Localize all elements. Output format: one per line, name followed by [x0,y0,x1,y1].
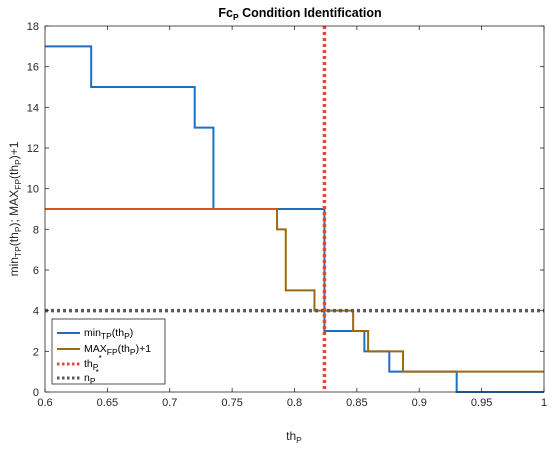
x-tick-label: 0.7 [162,397,177,409]
x-tick-label: 0.6 [37,397,52,409]
x-tick-label: 1 [541,397,547,409]
y-tick-label: 4 [33,306,39,318]
legend: minTP(thP) MAXFP(thP)+1 thP* nP* [51,318,166,386]
legend-entry-th-star: thP* [57,353,102,372]
y-tick-label: 16 [27,62,39,74]
chart-title: FcP Condition Identification [218,6,381,22]
legend-box [51,318,166,385]
y-tick-label: 12 [27,143,39,155]
y-tick-label: 8 [33,224,39,236]
legend-entry-min-tp: minTP(thP) [57,327,133,341]
y-tick-label: 0 [33,387,39,399]
y-tick-label: 6 [33,265,39,277]
x-tick-label: 0.8 [287,397,302,409]
y-axis-label: minTP(thP); MAXFP(thP)+1 [7,141,23,276]
x-axis-label: thP [286,429,302,445]
x-tick-label: 0.85 [346,397,367,409]
y-axis: 0 2 4 6 8 10 12 14 16 18 [27,21,544,399]
legend-entry-max-fp: MAXFP(thP)+1 [57,343,151,357]
y-tick-label: 14 [27,102,39,114]
legend-label-th-star: thP* [84,353,102,372]
x-tick-label: 0.75 [221,397,242,409]
x-tick-label: 0.9 [412,397,427,409]
data-layer [45,26,544,393]
legend-label-min-tp: minTP(thP) [84,327,133,341]
legend-label-max-fp: MAXFP(thP)+1 [84,343,151,357]
y-tick-label: 10 [27,184,39,196]
x-axis: 0.6 0.65 0.7 0.75 0.8 0.85 0.9 0.95 1 [37,26,547,409]
x-tick-label: 0.95 [471,397,492,409]
y-tick-label: 18 [27,21,39,33]
legend-entry-n-star: nP* [57,367,100,386]
y-tick-label: 2 [33,346,39,358]
x-tick-label: 0.65 [97,397,118,409]
legend-label-n-star: nP* [84,367,100,386]
